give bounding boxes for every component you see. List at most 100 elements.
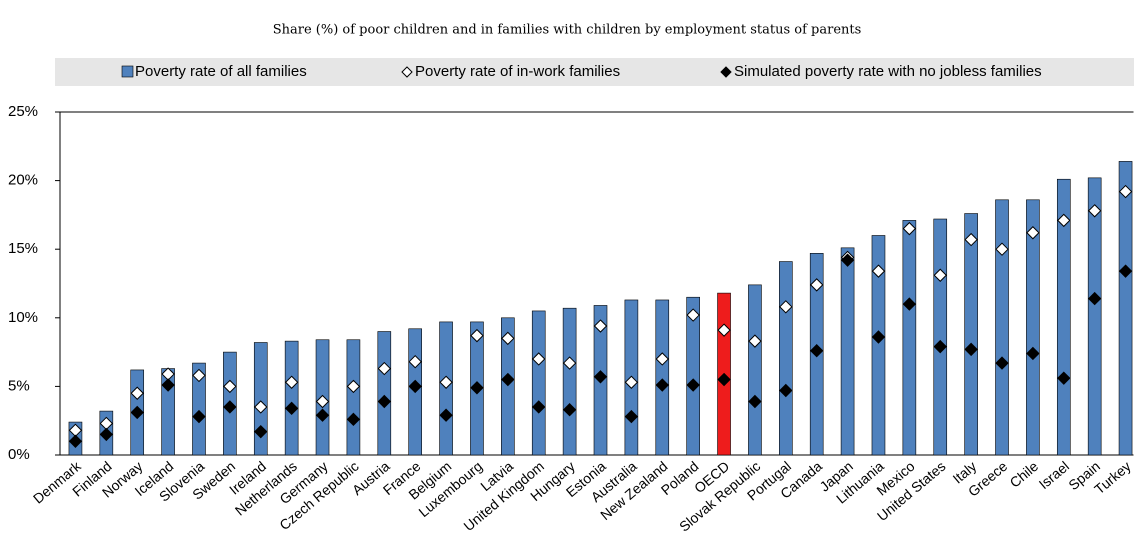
- bar: [964, 213, 978, 456]
- bar: [840, 247, 855, 456]
- diamond-marker: [223, 379, 237, 394]
- diamond-marker: [439, 375, 453, 389]
- bar: [377, 331, 392, 456]
- diamond-marker: [686, 308, 700, 322]
- diamond-marker: [192, 409, 206, 424]
- diamond-marker: [933, 268, 947, 282]
- diamond-marker: [1026, 226, 1040, 240]
- diamond-marker: [470, 328, 484, 343]
- diamond-marker: [717, 323, 731, 337]
- legend-swatch: [401, 66, 413, 78]
- legend-label: Poverty rate of in-work families: [415, 63, 620, 80]
- diamond-marker: [717, 372, 731, 387]
- diamond-marker: [470, 381, 484, 395]
- legend-label: Simulated poverty rate with no jobless f…: [734, 63, 1042, 80]
- diamond-marker: [748, 334, 762, 348]
- diamond-marker: [871, 330, 886, 344]
- diamond-marker: [223, 400, 237, 414]
- diamond-marker: [655, 378, 669, 392]
- diamond-marker: [408, 354, 422, 369]
- diamond-marker: [532, 352, 546, 366]
- diamond-marker: [284, 375, 299, 389]
- bar: [779, 261, 793, 456]
- x-tick-label: Israel: [1036, 458, 1073, 492]
- legend-swatch: [121, 65, 134, 78]
- bar: [1087, 177, 1102, 456]
- diamond-marker: [284, 401, 299, 416]
- bar: [1056, 178, 1071, 456]
- bar: [1118, 161, 1133, 456]
- diamond-marker: [964, 232, 978, 247]
- diamond-marker: [748, 394, 762, 409]
- y-tick-label: 10%: [8, 309, 38, 326]
- bar: [192, 362, 206, 456]
- y-tick-label: 15%: [8, 240, 38, 257]
- chart-title: Share (%) of poor children and in famili…: [273, 23, 862, 38]
- diamond-marker: [1057, 371, 1071, 385]
- diamond-marker: [1118, 264, 1133, 278]
- diamond-marker: [964, 342, 978, 357]
- diamond-marker: [995, 356, 1009, 370]
- diamond-marker: [161, 378, 175, 392]
- diamond-marker: [809, 344, 824, 358]
- bar: [253, 342, 268, 456]
- legend-background: [55, 58, 1134, 86]
- bar: [1026, 199, 1040, 456]
- diamond-marker: [871, 264, 886, 278]
- diamond-marker: [655, 352, 669, 366]
- diamond-marker: [130, 386, 144, 400]
- y-tick-label: 20%: [8, 172, 38, 189]
- bar: [284, 340, 299, 456]
- diamond-marker: [562, 403, 577, 417]
- diamond-marker: [408, 379, 422, 394]
- diamond-marker: [593, 370, 608, 384]
- diamond-marker: [1057, 213, 1071, 228]
- diamond-marker: [346, 379, 361, 394]
- bar: [655, 299, 670, 456]
- bar: [562, 307, 577, 456]
- diamond-marker: [99, 427, 114, 442]
- diamond-marker: [562, 356, 577, 370]
- bar: [748, 284, 762, 456]
- bar: [501, 317, 515, 456]
- diamond-marker: [130, 405, 144, 420]
- diamond-marker: [933, 339, 947, 354]
- diamond-marker: [995, 242, 1009, 256]
- bar: [902, 220, 917, 456]
- diamond-marker: [1118, 184, 1133, 199]
- diamond-marker: [501, 372, 515, 387]
- diamond-marker: [377, 361, 392, 376]
- bar: [933, 218, 948, 456]
- bar: [995, 199, 1009, 456]
- diamond-marker: [315, 408, 330, 422]
- diamond-marker: [254, 424, 268, 439]
- legend-label: Poverty rate of all families: [135, 63, 307, 80]
- diamond-marker: [315, 394, 330, 409]
- diamond-marker: [624, 409, 639, 424]
- y-tick-label: 25%: [8, 103, 38, 120]
- diamond-marker: [840, 253, 855, 267]
- diamond-marker: [902, 297, 917, 311]
- diamond-marker: [501, 331, 515, 346]
- bar: [871, 235, 886, 456]
- diamond-marker: [624, 375, 639, 389]
- diamond-marker: [377, 394, 392, 409]
- y-tick-label: 0%: [8, 446, 30, 463]
- diamond-marker: [68, 434, 83, 448]
- x-tick-label: Chile: [1006, 458, 1041, 491]
- diamond-marker: [779, 300, 793, 314]
- diamond-marker: [192, 368, 206, 383]
- legend-swatch: [720, 66, 732, 78]
- y-tick-label: 5%: [8, 377, 30, 394]
- diamond-marker: [1087, 291, 1102, 306]
- diamond-marker: [346, 412, 361, 427]
- diamond-marker: [902, 221, 917, 236]
- bar: [346, 339, 361, 456]
- diamond-marker: [532, 400, 546, 414]
- diamond-marker: [1026, 346, 1040, 361]
- diamond-marker: [439, 408, 453, 422]
- diamond-marker: [686, 378, 700, 392]
- bar: [686, 296, 700, 456]
- diamond-marker: [1087, 204, 1102, 218]
